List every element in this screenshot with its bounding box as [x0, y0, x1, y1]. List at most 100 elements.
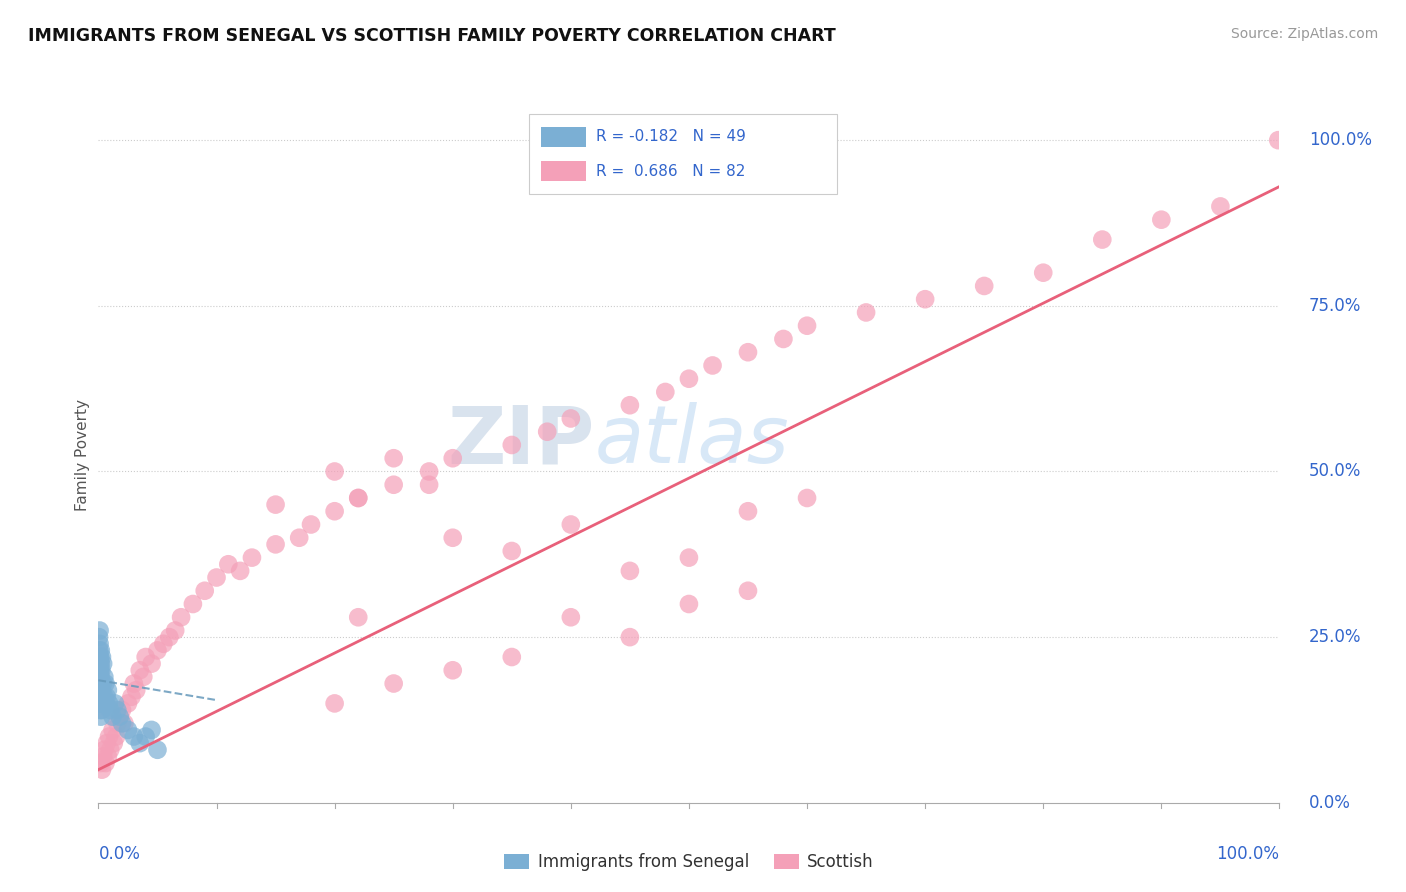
Point [105, 730, 128, 744]
Bar [541, 127, 586, 147]
Point [91, 657, 114, 671]
Point [98, 743, 121, 757]
Point [619, 564, 641, 578]
Point [560, 517, 582, 532]
Point [111, 716, 134, 731]
Point [128, 663, 150, 677]
Point [146, 743, 169, 757]
Point [264, 537, 287, 551]
Point [89, 650, 111, 665]
Point [1150, 212, 1173, 227]
Point [93, 690, 115, 704]
Point [91, 697, 114, 711]
Text: R = -0.182   N = 49: R = -0.182 N = 49 [596, 129, 745, 145]
Point [96, 690, 118, 704]
Point [796, 491, 818, 505]
Point [157, 630, 180, 644]
Text: Source: ZipAtlas.com: Source: ZipAtlas.com [1230, 27, 1378, 41]
Point [91, 650, 114, 665]
Point [141, 657, 163, 671]
Bar [541, 161, 586, 181]
Point [89, 676, 111, 690]
Point [91, 749, 114, 764]
Point [382, 676, 405, 690]
Point [87, 650, 110, 665]
Point [240, 550, 263, 565]
Text: 75.0%: 75.0% [1309, 297, 1361, 315]
Legend: Immigrants from Senegal, Scottish: Immigrants from Senegal, Scottish [498, 847, 880, 878]
Point [89, 657, 111, 671]
Point [501, 438, 523, 452]
Point [89, 663, 111, 677]
Point [105, 703, 128, 717]
Point [98, 697, 121, 711]
Text: ZIP: ZIP [447, 402, 595, 480]
Point [536, 425, 558, 439]
Point [93, 743, 115, 757]
Point [105, 716, 128, 731]
Point [98, 730, 121, 744]
Point [128, 736, 150, 750]
Point [111, 703, 134, 717]
Point [323, 504, 346, 518]
Point [914, 292, 936, 306]
Point [194, 583, 217, 598]
Point [141, 723, 163, 737]
Point [87, 630, 110, 644]
Point [441, 531, 464, 545]
Point [418, 477, 440, 491]
Point [89, 703, 111, 717]
Point [170, 610, 193, 624]
Point [501, 650, 523, 665]
Point [441, 663, 464, 677]
Point [89, 637, 111, 651]
Point [90, 657, 112, 671]
Point [288, 531, 311, 545]
Point [90, 683, 112, 698]
Point [382, 477, 405, 491]
Point [89, 690, 111, 704]
FancyBboxPatch shape [530, 114, 837, 194]
Point [1032, 266, 1054, 280]
Point [264, 498, 287, 512]
Point [135, 730, 157, 744]
Text: IMMIGRANTS FROM SENEGAL VS SCOTTISH FAMILY POVERTY CORRELATION CHART: IMMIGRANTS FROM SENEGAL VS SCOTTISH FAMI… [28, 27, 837, 45]
Point [89, 670, 111, 684]
Point [108, 709, 131, 723]
Point [678, 550, 700, 565]
Point [91, 703, 114, 717]
Point [619, 398, 641, 412]
Point [97, 749, 120, 764]
Point [89, 676, 111, 690]
Point [205, 570, 228, 584]
Point [108, 709, 131, 723]
Point [91, 683, 114, 698]
Point [122, 676, 145, 690]
Point [94, 756, 117, 770]
Point [91, 676, 114, 690]
Point [678, 597, 700, 611]
Point [101, 709, 124, 723]
Point [91, 763, 114, 777]
Point [560, 411, 582, 425]
Point [103, 736, 125, 750]
Point [94, 676, 117, 690]
Text: 50.0%: 50.0% [1309, 462, 1361, 481]
Y-axis label: Family Poverty: Family Poverty [75, 399, 90, 511]
Point [1091, 233, 1114, 247]
Point [347, 610, 370, 624]
Point [737, 583, 759, 598]
Point [93, 670, 115, 684]
Point [132, 670, 155, 684]
Point [165, 624, 187, 638]
Point [181, 597, 204, 611]
Point [117, 723, 139, 737]
Text: 25.0%: 25.0% [1309, 628, 1361, 646]
Point [382, 451, 405, 466]
Point [1209, 199, 1232, 213]
Point [855, 305, 877, 319]
Text: 100.0%: 100.0% [1309, 131, 1372, 149]
Point [441, 451, 464, 466]
Point [772, 332, 794, 346]
Point [89, 683, 111, 698]
